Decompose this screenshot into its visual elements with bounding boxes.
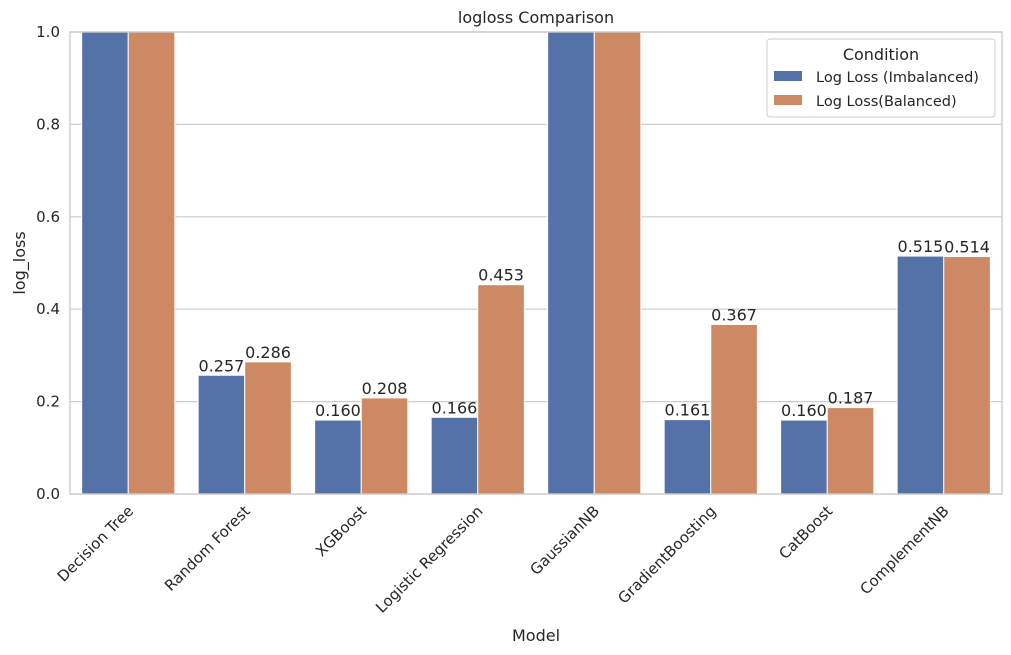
bar (943, 256, 991, 495)
legend-swatch-imbalanced (774, 71, 802, 81)
bar (826, 407, 875, 495)
x-tick-label: Decision Tree (54, 502, 137, 585)
bar (663, 419, 712, 495)
legend-title: Condition (843, 45, 919, 64)
y-tick-label: 0.0 (36, 485, 60, 503)
x-tick-label: GaussianNB (526, 502, 603, 579)
bar (314, 419, 362, 495)
plot-frame (69, 31, 1003, 495)
y-tick-label: 0.2 (36, 393, 60, 411)
bar-value-label: 0.208 (362, 379, 408, 398)
bar (896, 255, 945, 495)
bar-value-label: 0.286 (245, 343, 291, 362)
x-tick-label: Random Forest (161, 502, 254, 595)
chart-title: logloss Comparison (458, 8, 614, 27)
bar-value-label: 0.367 (711, 305, 757, 324)
legend-box (766, 38, 996, 118)
y-tick-label: 1.0 (36, 23, 60, 41)
bar (780, 419, 828, 495)
x-tick-label: CatBoost (775, 502, 836, 563)
legend: Condition Log Loss (Imbalanced) Log Loss… (766, 38, 996, 118)
bar (477, 284, 525, 495)
bar-value-label: 0.453 (478, 266, 524, 285)
bar (197, 374, 246, 495)
bar-value-label: 0.160 (315, 401, 361, 420)
bar-value-label: 0.187 (828, 389, 874, 408)
bar-value-label: 0.166 (432, 398, 478, 417)
x-tick-label: ComplementNB (856, 502, 952, 598)
bar (547, 31, 595, 495)
legend-swatch-balanced (774, 95, 802, 105)
bar (710, 323, 758, 495)
bar-value-label: 0.161 (665, 401, 711, 420)
bar (127, 31, 176, 495)
x-tick-label: Logistic Regression (372, 502, 486, 616)
bar (360, 397, 409, 495)
data-labels: 0.257 0.160 0.166 0.161 0.160 0.515 0.286 0.208… (199, 237, 990, 420)
x-tick-label: XGBoost (312, 502, 370, 560)
x-tick-label: GradientBoosting (614, 502, 719, 607)
bar (430, 416, 479, 495)
bar (593, 31, 642, 495)
legend-label-balanced: Log Loss(Balanced) (816, 94, 957, 110)
bar (81, 31, 129, 495)
bar-value-label: 0.514 (944, 238, 990, 257)
y-tick-label: 0.8 (36, 115, 60, 133)
y-tick-label: 0.4 (36, 300, 60, 318)
legend-label-imbalanced: Log Loss (Imbalanced) (816, 70, 979, 86)
y-tick-label: 0.6 (36, 208, 60, 226)
y-axis-label: log_loss (10, 231, 30, 294)
x-axis-label: Model (512, 626, 560, 645)
bar-value-label: 0.515 (898, 237, 944, 256)
bar (244, 361, 292, 495)
bar-value-label: 0.257 (199, 356, 245, 375)
bars (81, 31, 991, 495)
bar-value-label: 0.160 (781, 401, 827, 420)
